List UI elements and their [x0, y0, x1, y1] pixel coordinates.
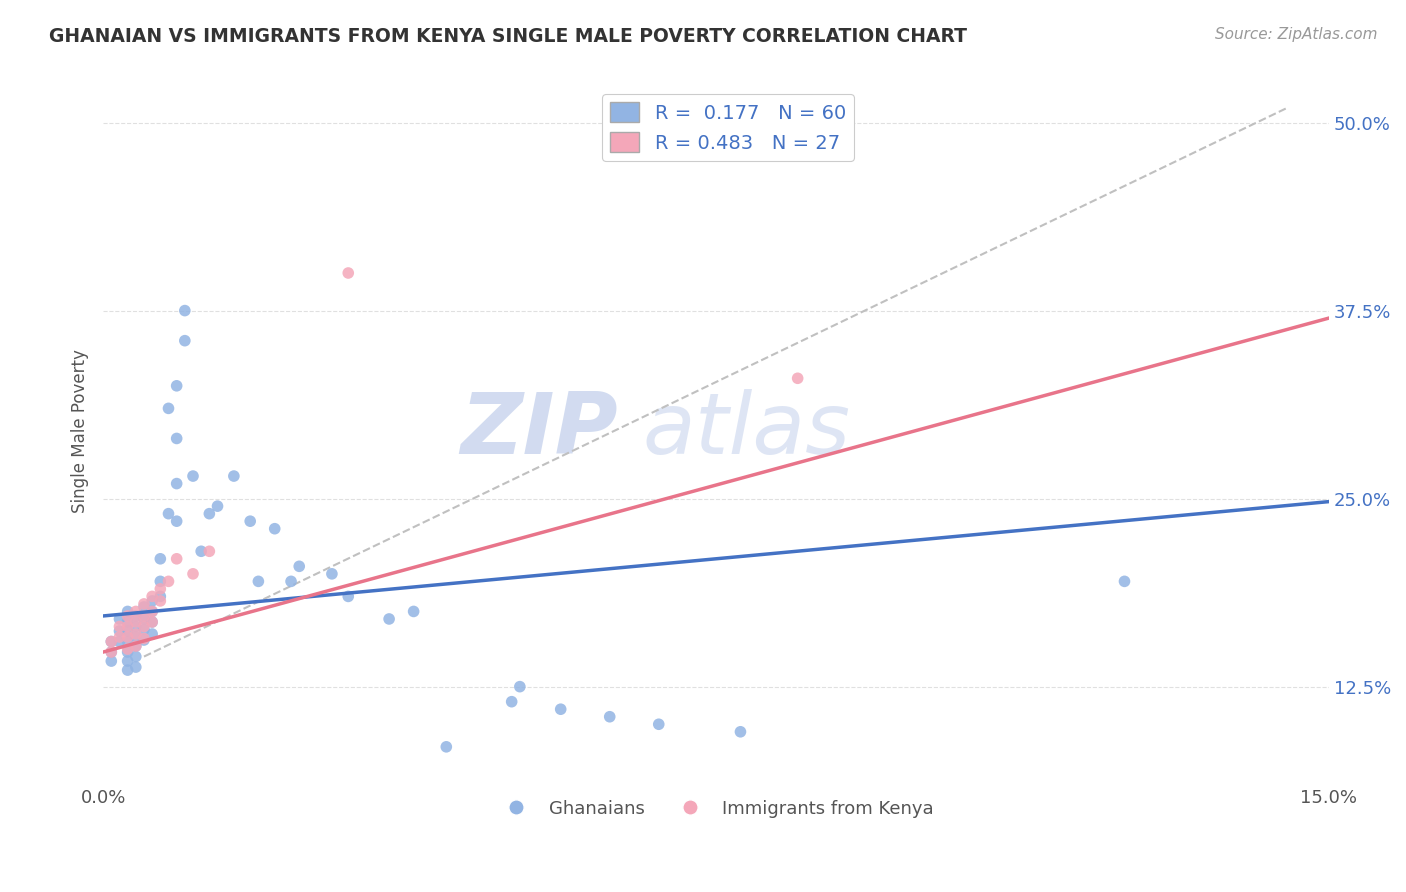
Point	[648, 717, 671, 731]
Point	[141, 615, 163, 629]
Point	[337, 266, 360, 280]
Point	[141, 604, 163, 618]
Point	[222, 469, 245, 483]
Point	[149, 594, 172, 608]
Point	[166, 551, 188, 566]
Point	[117, 645, 139, 659]
Text: GHANAIAN VS IMMIGRANTS FROM KENYA SINGLE MALE POVERTY CORRELATION CHART: GHANAIAN VS IMMIGRANTS FROM KENYA SINGLE…	[49, 27, 967, 45]
Text: atlas: atlas	[643, 390, 851, 473]
Point	[141, 615, 163, 629]
Y-axis label: Single Male Poverty: Single Male Poverty	[72, 349, 89, 513]
Point	[125, 609, 148, 624]
Point	[378, 612, 401, 626]
Point	[125, 639, 148, 653]
Point	[173, 303, 195, 318]
Point	[132, 609, 155, 624]
Point	[198, 544, 221, 558]
Point	[141, 590, 163, 604]
Point	[166, 476, 188, 491]
Point	[100, 645, 122, 659]
Point	[132, 599, 155, 614]
Point	[239, 514, 262, 528]
Point	[125, 604, 148, 618]
Point	[141, 604, 163, 618]
Point	[166, 379, 188, 393]
Legend: Ghanaians, Immigrants from Kenya: Ghanaians, Immigrants from Kenya	[491, 792, 941, 825]
Point	[100, 634, 122, 648]
Point	[125, 649, 148, 664]
Point	[280, 574, 302, 589]
Point	[117, 654, 139, 668]
Point	[288, 559, 311, 574]
Point	[117, 604, 139, 618]
Point	[149, 590, 172, 604]
Point	[434, 739, 457, 754]
Point	[125, 639, 148, 653]
Point	[173, 334, 195, 348]
Point	[117, 624, 139, 638]
Point	[132, 623, 155, 637]
Point	[108, 624, 131, 638]
Point	[207, 499, 229, 513]
Point	[263, 522, 285, 536]
Point	[166, 514, 188, 528]
Point	[149, 582, 172, 596]
Point	[117, 609, 139, 624]
Point	[337, 590, 360, 604]
Point	[599, 710, 621, 724]
Point	[117, 663, 139, 677]
Point	[100, 654, 122, 668]
Point	[550, 702, 572, 716]
Point	[125, 619, 148, 633]
Point	[181, 469, 204, 483]
Point	[730, 724, 752, 739]
Point	[108, 612, 131, 626]
Point	[509, 680, 531, 694]
Point	[1114, 574, 1136, 589]
Point	[402, 604, 425, 618]
Point	[125, 615, 148, 629]
Point	[125, 660, 148, 674]
Point	[132, 633, 155, 648]
Text: ZIP: ZIP	[460, 390, 617, 473]
Point	[132, 619, 155, 633]
Point	[117, 642, 139, 657]
Point	[108, 634, 131, 648]
Point	[125, 630, 148, 644]
Point	[157, 401, 180, 416]
Point	[117, 634, 139, 648]
Point	[108, 619, 131, 633]
Point	[100, 645, 122, 659]
Point	[181, 566, 204, 581]
Point	[190, 544, 212, 558]
Point	[141, 627, 163, 641]
Point	[100, 634, 122, 648]
Point	[166, 432, 188, 446]
Point	[321, 566, 343, 581]
Point	[117, 619, 139, 633]
Point	[149, 551, 172, 566]
Point	[125, 627, 148, 641]
Point	[117, 615, 139, 629]
Point	[157, 574, 180, 589]
Point	[786, 371, 808, 385]
Point	[108, 630, 131, 644]
Point	[117, 630, 139, 644]
Point	[247, 574, 270, 589]
Point	[157, 507, 180, 521]
Point	[132, 612, 155, 626]
Point	[141, 594, 163, 608]
Point	[198, 507, 221, 521]
Point	[149, 574, 172, 589]
Point	[132, 632, 155, 646]
Point	[132, 597, 155, 611]
Point	[501, 695, 523, 709]
Text: Source: ZipAtlas.com: Source: ZipAtlas.com	[1215, 27, 1378, 42]
